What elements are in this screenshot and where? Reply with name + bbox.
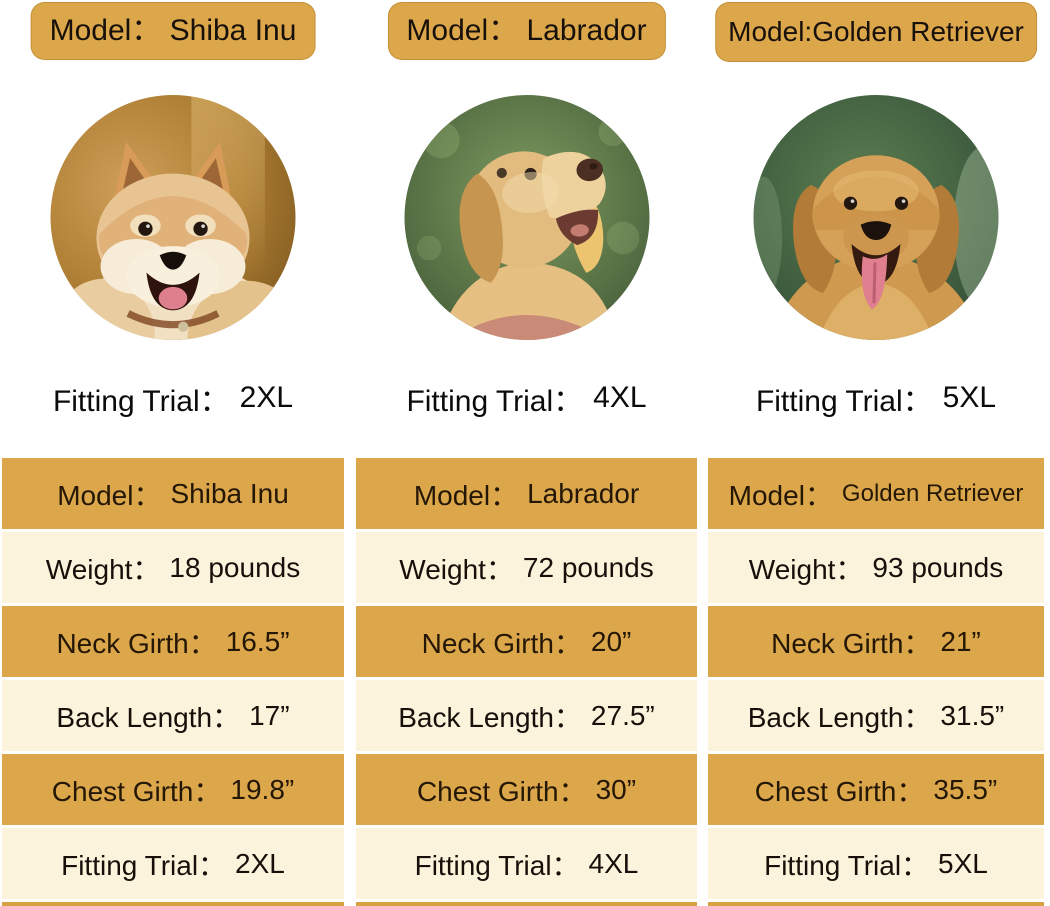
row-label: Neck Girth： [421, 627, 582, 659]
row-label: Chest Girth： [51, 775, 222, 807]
row-value: 18 pounds [169, 551, 301, 583]
fitting-trial-line: Fitting Trial： 2XL [2, 376, 344, 420]
row-value: 35.5” [933, 773, 998, 805]
table-row: Weight： 18 pounds [2, 532, 344, 603]
row-value: Shiba Inu [170, 477, 289, 509]
row-label: Chest Girth： [416, 775, 587, 807]
fitting-trial-line: Fitting Trial： 4XL [356, 376, 697, 420]
model-header-pill: Model:Golden Retriever [715, 2, 1037, 62]
measurement-table: Model： Golden Retriever Weight： 93 pound… [708, 458, 1044, 906]
table-row: Fitting Trial： 4XL [356, 828, 697, 899]
model-header-text: Model： Shiba Inu [49, 14, 297, 47]
measurement-table: Model： Shiba Inu Weight： 18 pounds Neck … [2, 458, 344, 906]
row-value: Golden Retriever [841, 479, 1024, 507]
table-row: Back Length： 17” [2, 680, 344, 751]
fitting-trial-label: Fitting Trial： [406, 385, 584, 418]
table-next-row-sliver [708, 902, 1044, 906]
table-row: Model： Shiba Inu [2, 458, 344, 529]
table-row: Chest Girth： 30” [356, 754, 697, 825]
table-row: Neck Girth： 21” [708, 606, 1044, 677]
table-row: Back Length： 31.5” [708, 680, 1044, 751]
row-value: 17” [249, 699, 290, 731]
table-row: Fitting Trial： 2XL [2, 828, 344, 899]
row-label: Neck Girth： [56, 627, 217, 659]
table-row: Weight： 72 pounds [356, 532, 697, 603]
row-value: 19.8” [230, 773, 295, 805]
row-value: 5XL [938, 847, 988, 879]
labrador-photo [404, 95, 649, 340]
row-label: Chest Girth： [754, 775, 925, 807]
fitting-trial-value: 2XL [239, 381, 294, 414]
model-column-labrador: Model： Labrador [356, 0, 697, 906]
row-value: 20” [590, 625, 632, 657]
model-header-text: Model： Labrador [406, 14, 647, 47]
row-value: 93 pounds [872, 551, 1004, 583]
row-value: 30” [595, 773, 637, 805]
table-row: Fitting Trial： 5XL [708, 828, 1044, 899]
row-value: 16.5” [225, 625, 290, 657]
model-header-pill: Model： Labrador [387, 2, 666, 60]
row-label: Weight： [748, 553, 864, 585]
labrador-illustration [404, 95, 649, 340]
row-label: Fitting Trial： [764, 849, 930, 881]
table-next-row-sliver [356, 902, 697, 906]
row-label: Model： [413, 479, 519, 511]
row-value: 27.5” [590, 699, 655, 731]
golden-retriever-photo [753, 95, 999, 340]
row-label: Fitting Trial： [414, 849, 580, 881]
shiba-inu-illustration [50, 95, 296, 340]
row-value: 72 pounds [522, 551, 654, 583]
row-value: 21” [940, 625, 981, 657]
table-row: Model： Labrador [356, 458, 697, 529]
row-label: Neck Girth： [771, 627, 932, 659]
table-row: Weight： 93 pounds [708, 532, 1044, 603]
table-row: Chest Girth： 35.5” [708, 754, 1044, 825]
fitting-trial-line: Fitting Trial： 5XL [708, 376, 1044, 420]
row-label: Weight： [399, 553, 514, 585]
row-label: Fitting Trial： [61, 849, 227, 881]
golden-retriever-illustration [753, 95, 999, 340]
row-label: Back Length： [747, 701, 932, 733]
table-next-row-sliver [2, 902, 344, 906]
row-value: 4XL [588, 847, 639, 879]
model-header-text: Model:Golden Retriever [728, 16, 1024, 47]
measurement-table: Model： Labrador Weight： 72 pounds Neck G… [356, 458, 697, 906]
row-value: Labrador [527, 477, 640, 509]
fitting-trial-label: Fitting Trial： [52, 385, 230, 418]
fitting-trial-value: 5XL [942, 381, 997, 414]
table-row: Back Length： 27.5” [356, 680, 697, 751]
row-label: Back Length： [56, 701, 241, 733]
row-label: Model： [57, 479, 162, 511]
row-label: Back Length： [398, 701, 582, 733]
table-row: Neck Girth： 20” [356, 606, 697, 677]
row-value: 31.5” [940, 699, 1005, 731]
row-label: Model： [728, 479, 833, 511]
table-row: Neck Girth： 16.5” [2, 606, 344, 677]
table-row: Model： Golden Retriever [708, 458, 1044, 529]
row-value: 2XL [235, 847, 285, 879]
model-column-shiba-inu: Model： Shiba Inu [2, 0, 344, 906]
fitting-trial-label: Fitting Trial： [755, 385, 933, 418]
row-label: Weight： [45, 553, 161, 585]
shiba-inu-photo [50, 95, 296, 340]
fitting-trial-value: 4XL [593, 381, 647, 414]
model-header-pill: Model： Shiba Inu [30, 2, 316, 60]
table-row: Chest Girth： 19.8” [2, 754, 344, 825]
model-column-golden-retriever: Model:Golden Retriever [708, 0, 1044, 906]
